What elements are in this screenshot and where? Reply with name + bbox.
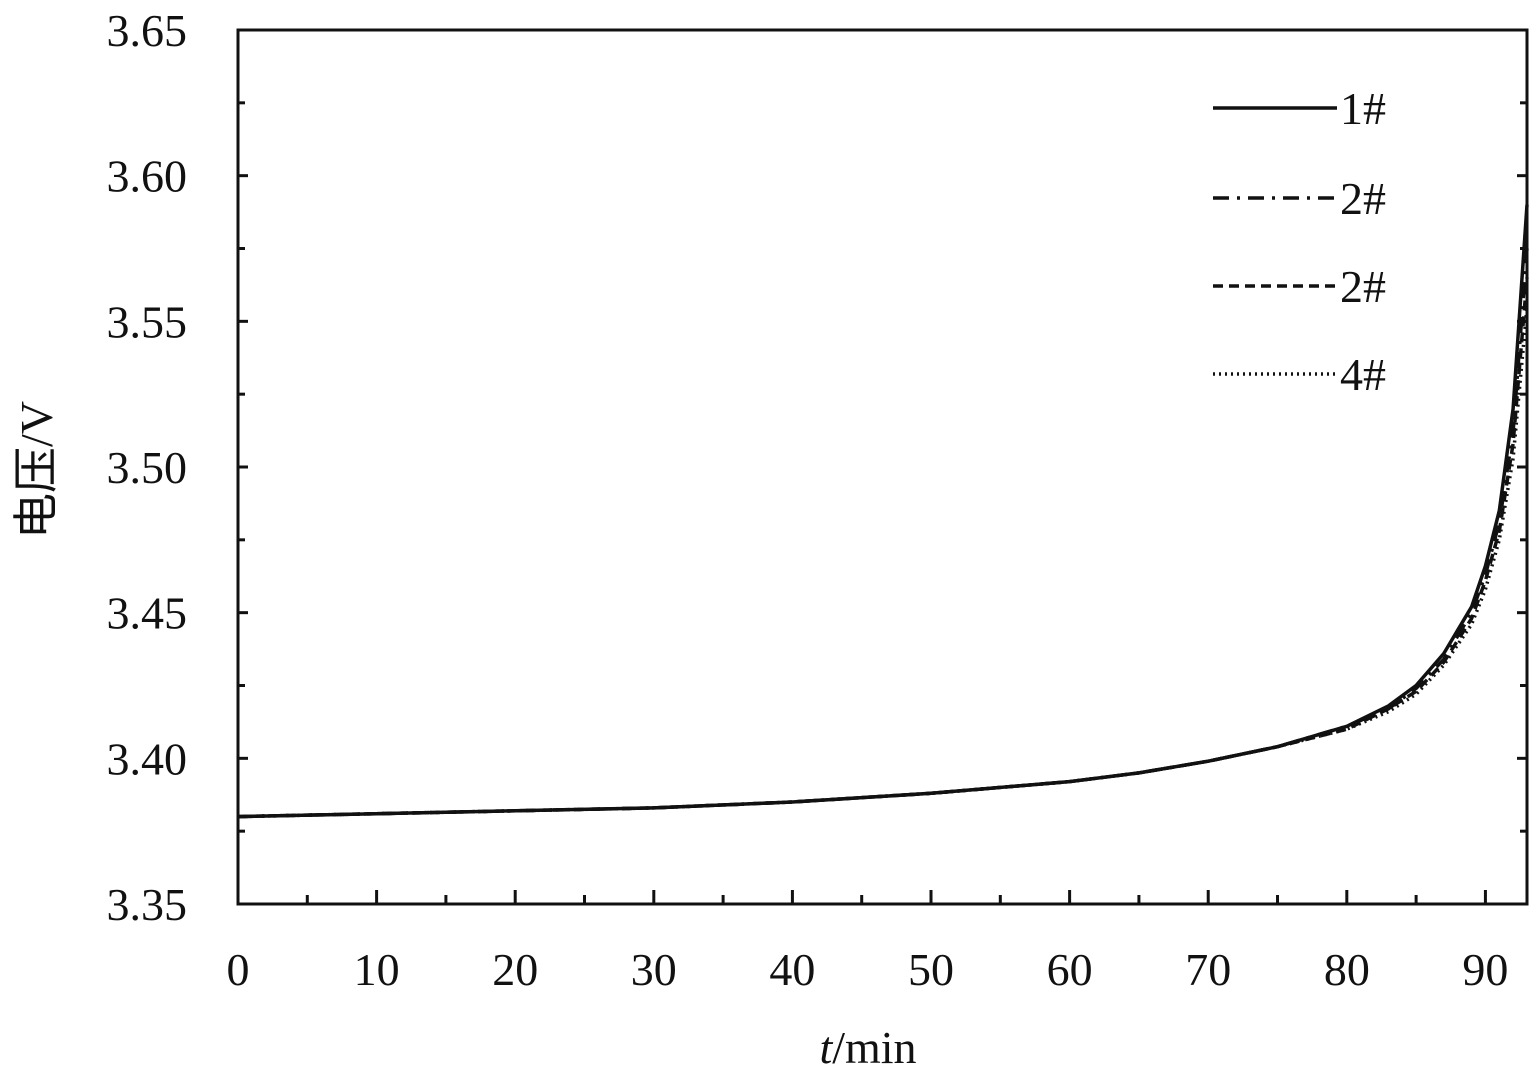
x-axis-title-unit: /min (832, 1022, 916, 1073)
series-line (237, 306, 1529, 819)
x-tick-label: 40 (769, 944, 815, 995)
x-axis-title-variable: t (819, 1022, 833, 1073)
legend-label: 4# (1340, 349, 1386, 400)
series-line (237, 248, 1529, 819)
x-axis-title: t/min (819, 1022, 916, 1073)
x-tick-label: 0 (227, 944, 250, 995)
y-tick-label: 3.55 (107, 296, 188, 347)
legend: 1# 2# 2# 4# (1213, 83, 1386, 400)
x-tick-label: 90 (1462, 944, 1508, 995)
tick-labels: 0 10 20 30 40 50 60 70 80 90 3.35 3.40 3.45 3.50 3.55 3… (107, 5, 1509, 995)
y-tick-label: 3.45 (107, 588, 188, 639)
legend-label: 2# (1340, 173, 1386, 224)
plot-frame (236, 28, 1529, 906)
x-tick-label: 10 (354, 944, 400, 995)
y-tick-label: 3.40 (107, 733, 188, 784)
x-tick-label: 60 (1047, 944, 1093, 995)
x-tick-label: 50 (908, 944, 954, 995)
x-tick-label: 30 (631, 944, 677, 995)
y-axis-title: 电压/V (11, 401, 62, 539)
x-tick-label: 70 (1185, 944, 1231, 995)
legend-label: 1# (1340, 83, 1386, 134)
x-tick-label: 80 (1324, 944, 1370, 995)
series-lines (237, 204, 1529, 819)
series-line (237, 277, 1529, 819)
y-tick-label: 3.60 (107, 151, 188, 202)
y-tick-label: 3.65 (107, 5, 188, 56)
x-tick-label: 20 (492, 944, 538, 995)
axis-ticks (236, 28, 1527, 906)
series-line (237, 204, 1529, 819)
y-tick-label: 3.35 (107, 879, 188, 930)
y-tick-label: 3.50 (107, 442, 188, 493)
legend-label: 2# (1340, 261, 1386, 312)
